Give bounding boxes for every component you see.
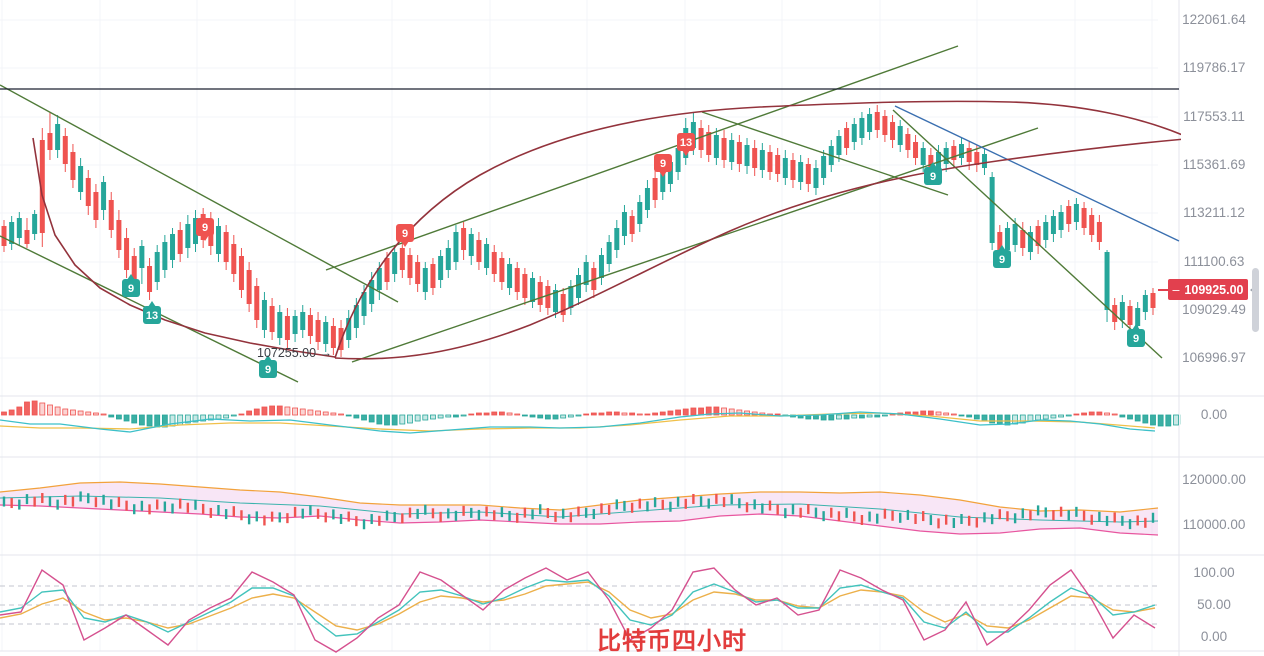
svg-text:9: 9 [202, 222, 208, 234]
current-price-badge[interactable]: – 109925.00 [1168, 279, 1248, 300]
svg-text:9: 9 [930, 171, 936, 183]
td-badge-9: 9 [654, 154, 672, 177]
svg-text:9: 9 [128, 283, 134, 295]
chart-caption: 比特币四小时 [597, 628, 747, 655]
td-badge-9: 9 [122, 274, 140, 297]
svg-text:13: 13 [146, 310, 158, 322]
td-badge-13: 13 [143, 301, 161, 324]
low-price-value: 107255.00 [257, 346, 317, 360]
low-price-annotation: 107255.00 → [257, 346, 332, 360]
svg-text:9: 9 [1133, 333, 1139, 345]
price-badge-value: 109925.00 [1184, 282, 1244, 297]
td-badge-9: 9 [396, 224, 414, 247]
axis-scrollbar-thumb[interactable] [1252, 268, 1259, 332]
svg-text:9: 9 [265, 364, 271, 376]
td-badge-9: 9 [259, 355, 277, 378]
td-badge-9: 9 [993, 245, 1011, 268]
svg-text:9: 9 [999, 254, 1005, 266]
svg-text:9: 9 [402, 228, 408, 240]
price-badge-dash: – [1172, 282, 1180, 297]
td-badge-9: 9 [196, 218, 214, 241]
svg-text:9: 9 [660, 158, 666, 170]
td-badge-9: 9 [924, 162, 942, 185]
td-badge-9: 9 [1127, 324, 1145, 347]
right-arrow-icon: → [319, 346, 333, 360]
svg-text:13: 13 [680, 137, 692, 149]
td-badge-13: 13 [677, 133, 695, 156]
